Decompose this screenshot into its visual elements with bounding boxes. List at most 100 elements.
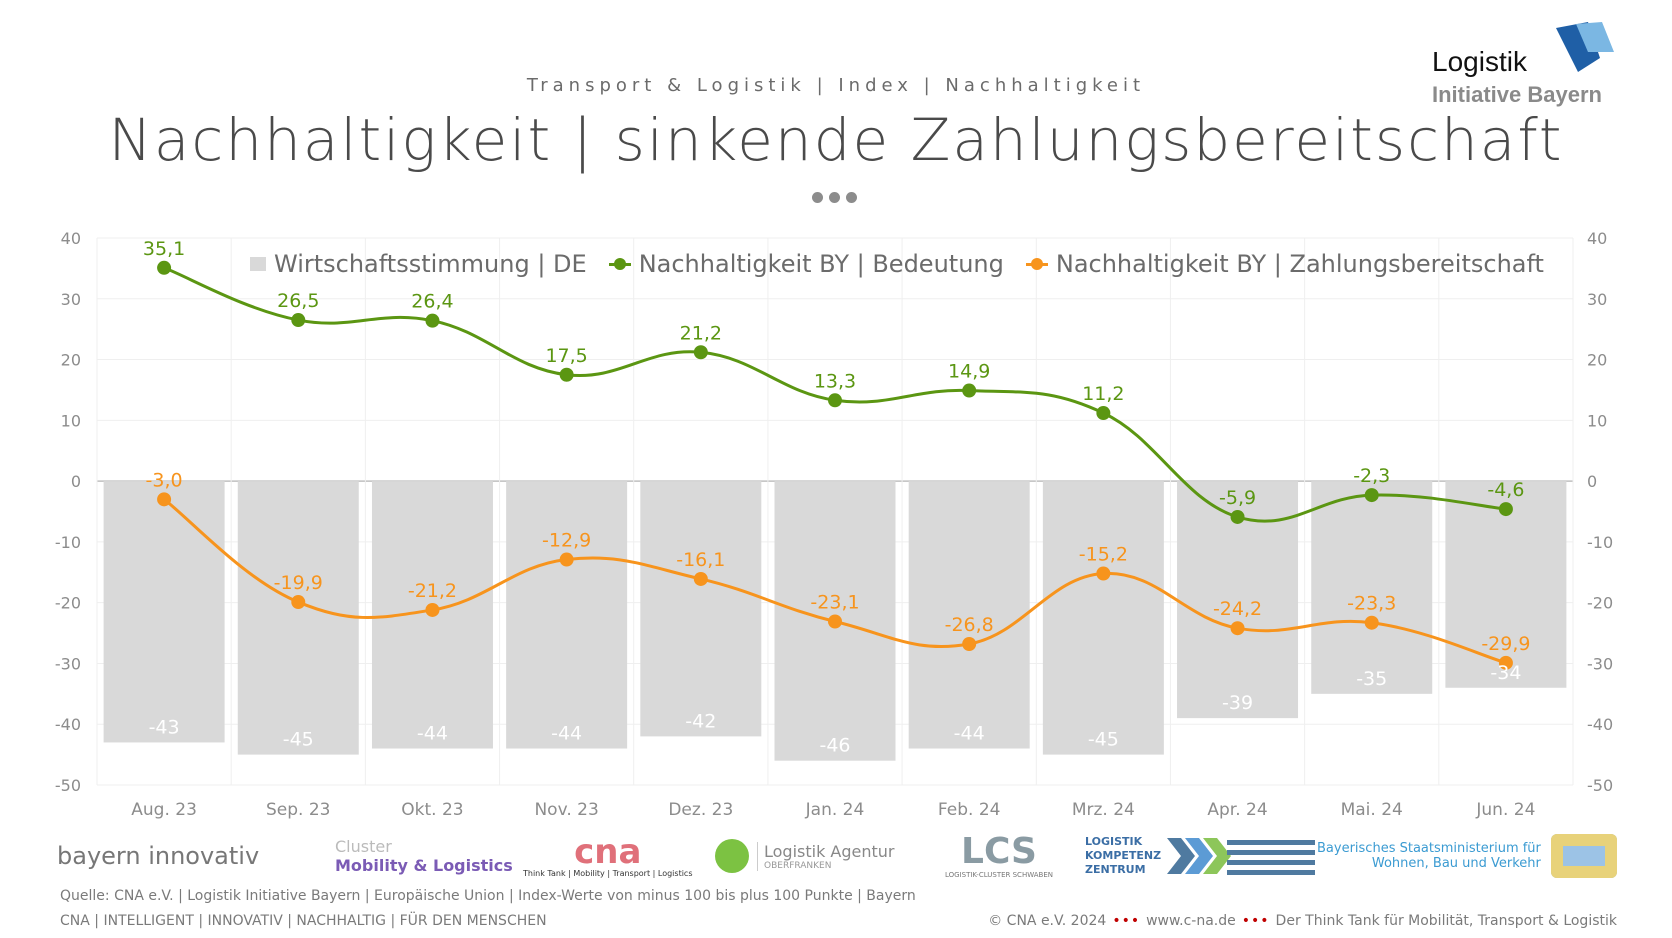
logo-text: Wohnen, Bau und Verkehr: [1371, 856, 1541, 871]
legend: Wirtschaftsstimmung | DE Nachhaltigkeit …: [250, 250, 1544, 278]
source-note: Quelle: CNA e.V. | Logistik Initiative B…: [60, 888, 916, 904]
logo-text: bayern innovativ: [57, 842, 260, 870]
logistik-initiative-bayern-logo: Logistik Initiative Bayern: [1432, 22, 1622, 112]
bar: [237, 481, 359, 755]
logo-text: Mobility & Logistics: [335, 856, 513, 875]
claim: Der Think Tank für Mobilität, Transport …: [1275, 913, 1617, 929]
data-point: [1364, 488, 1379, 503]
logo-text: OBERFRANKEN: [764, 860, 832, 871]
y-tick-left: -40: [55, 715, 81, 734]
line-label: -24,2: [1213, 598, 1262, 620]
logo-logistik-agentur: Logistik Agentur OBERFRANKEN: [715, 828, 895, 884]
data-point: [559, 552, 574, 567]
x-tick-label: Dez. 23: [668, 800, 733, 820]
axes: 40 40 30 30 20 20 10 10 0 0 -10 -10 -20 -20 -30 -30 -40 -…: [55, 229, 1613, 820]
logo-staatsministerium: Bayerisches Staatsministerium für Wohnen…: [1317, 828, 1541, 884]
line-label: -3,0: [146, 469, 183, 491]
logo-text: LCS: [961, 831, 1037, 872]
logo-text: ZENTRUM: [1085, 863, 1146, 876]
y-tick-left: -10: [55, 533, 81, 552]
y-tick-left: 40: [61, 229, 81, 248]
bavarian-coat-of-arms-icon: [1551, 828, 1617, 884]
logo-text-2: Initiative Bayern: [1432, 82, 1602, 107]
x-tick-label: Nov. 23: [534, 800, 598, 820]
chevrons-icon: [1167, 838, 1316, 875]
line-label: -5,9: [1219, 487, 1256, 509]
line-label: -12,9: [542, 530, 591, 552]
y-tick-left: 20: [61, 351, 81, 370]
data-point: [157, 260, 172, 275]
x-tick-label: Jun. 24: [1475, 800, 1535, 820]
logo-cna: cna Think Tank | Mobility | Transport | …: [523, 828, 693, 884]
y-tick-left: 10: [61, 411, 81, 430]
separator: •••: [1241, 913, 1270, 929]
bars: [103, 481, 1567, 761]
bar: [1311, 481, 1433, 694]
data-point: [828, 393, 842, 408]
bar-label: -44: [551, 723, 582, 745]
x-tick-label: Feb. 24: [938, 800, 1001, 820]
bar-label: -43: [149, 716, 180, 738]
line-label: 14,9: [948, 361, 990, 383]
line-label: 21,2: [680, 322, 722, 344]
logo-cluster-mobility: Cluster Mobility & Logistics: [303, 828, 513, 884]
data-point: [559, 367, 574, 382]
y-tick-right: 30: [1587, 290, 1607, 309]
website-link[interactable]: www.c-na.de: [1146, 913, 1236, 929]
data-point: [828, 614, 842, 629]
logo-logistik-kompetenz-zentrum: LOGISTIK KOMPETENZ ZENTRUM: [1085, 828, 1317, 884]
line-label: -4,6: [1487, 479, 1524, 501]
legend-label: Nachhaltigkeit BY | Zahlungsbereitschaft: [1055, 250, 1544, 278]
x-tick-label: Mrz. 24: [1072, 800, 1135, 820]
y-tick-right: 40: [1587, 229, 1607, 248]
legend-item-bedeutung: Nachhaltigkeit BY | Bedeutung: [608, 250, 1004, 278]
data-point: [1364, 615, 1379, 630]
y-tick-left: 0: [71, 472, 81, 491]
data-labels: -43 -45 -44 -44 -42 -46 -44 -45 -39 -35 -34 35,1 26,…: [143, 238, 1531, 757]
data-point: [291, 595, 306, 610]
data-point: [157, 492, 172, 507]
logo-text: LOGISTIK: [1085, 835, 1143, 848]
legend-label: Wirtschaftsstimmung | DE: [274, 250, 587, 278]
bar-label: -46: [819, 735, 850, 757]
bar-label: -45: [283, 729, 314, 751]
line-label: 13,3: [814, 370, 856, 392]
logo-text: cna: [574, 831, 642, 872]
logo-text: LOGISTIK-CLUSTER SCHWABEN: [945, 871, 1053, 879]
data-point: [1498, 502, 1513, 517]
separator: •••: [1112, 913, 1141, 929]
y-tick-right: 0: [1587, 472, 1597, 491]
line-label: -23,3: [1347, 593, 1396, 615]
y-tick-left: -50: [55, 776, 81, 795]
x-tick-label: Apr. 24: [1207, 800, 1267, 820]
logo-text: Cluster: [335, 837, 392, 856]
bar-label: -44: [417, 723, 448, 745]
y-tick-left: 30: [61, 290, 81, 309]
logo-lcs: LCS LOGISTIK-CLUSTER SCHWABEN: [945, 828, 1053, 884]
x-tick-label: Mai. 24: [1341, 800, 1403, 820]
data-point: [962, 636, 977, 651]
dots-decoration: [812, 192, 857, 203]
bar: [506, 481, 628, 749]
data-point: [425, 313, 440, 328]
tagline: CNA | INTELLIGENT | INNOVATIV | NACHHALT…: [60, 913, 547, 929]
line-label: -26,8: [945, 614, 994, 636]
logo-text-1: Logistik: [1432, 46, 1527, 77]
data-point: [291, 313, 306, 328]
data-point: [1230, 509, 1245, 524]
bar: [103, 481, 225, 743]
data-point: [1096, 406, 1111, 421]
partner-logos: bayern innovativ Cluster Mobility & Logi…: [55, 828, 1625, 884]
bar-label: -39: [1222, 692, 1253, 714]
line-label: -15,2: [1079, 543, 1128, 565]
y-tick-right: -40: [1587, 715, 1613, 734]
data-point: [693, 345, 708, 360]
logo-bayern-innovativ: bayern innovativ: [57, 828, 259, 884]
y-tick-right: -20: [1587, 594, 1613, 613]
bar-label: -34: [1490, 662, 1521, 684]
line-label: -23,1: [810, 592, 859, 614]
line-label: 26,5: [277, 290, 319, 312]
y-tick-right: 20: [1587, 351, 1607, 370]
x-tick-label: Sep. 23: [266, 800, 330, 820]
line-label: -29,9: [1481, 633, 1530, 655]
